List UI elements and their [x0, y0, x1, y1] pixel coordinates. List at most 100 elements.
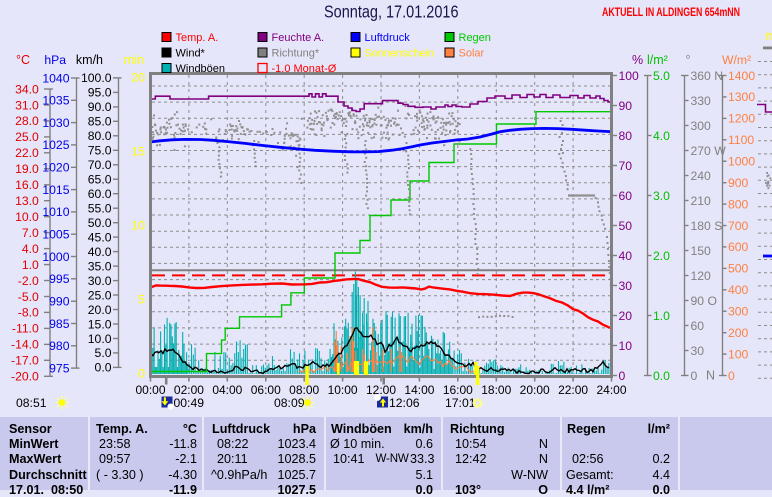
svg-text:1030: 1030 — [42, 116, 69, 130]
svg-text:100.0: 100.0 — [81, 71, 112, 85]
svg-text:150: 150 — [691, 244, 712, 258]
svg-text:200: 200 — [728, 326, 749, 340]
svg-text:Windböen: Windböen — [176, 63, 226, 75]
svg-text:N: N — [706, 369, 715, 383]
svg-text:15.0: 15.0 — [88, 317, 112, 331]
svg-text:1300: 1300 — [728, 90, 755, 104]
svg-text:Feuchte A.: Feuchte A. — [272, 32, 325, 44]
svg-text:06:00: 06:00 — [251, 383, 281, 397]
svg-text:-2.0: -2.0 — [18, 274, 39, 288]
svg-text:10.0: 10.0 — [15, 210, 39, 224]
svg-text:°: ° — [686, 53, 691, 67]
svg-text:-8.0: -8.0 — [18, 306, 39, 320]
svg-text:90: 90 — [619, 99, 633, 113]
svg-text:24:00: 24:00 — [596, 383, 626, 397]
svg-text:08:09: 08:09 — [274, 396, 305, 410]
svg-text:1010: 1010 — [42, 205, 69, 219]
svg-text:-11.0: -11.0 — [12, 322, 39, 336]
svg-text:20.0: 20.0 — [88, 303, 112, 317]
svg-text:13.0: 13.0 — [15, 194, 39, 208]
svg-text:40.0: 40.0 — [88, 245, 112, 259]
svg-text:Luftdruck: Luftdruck — [365, 32, 411, 44]
svg-text:80: 80 — [619, 129, 633, 143]
svg-text:300: 300 — [691, 119, 712, 133]
svg-text:16:00: 16:00 — [443, 383, 473, 397]
svg-text:Temp. A.: Temp. A. — [176, 32, 219, 44]
svg-text:30: 30 — [691, 344, 705, 358]
svg-text:65.0: 65.0 — [88, 173, 112, 187]
svg-text:120: 120 — [691, 269, 712, 283]
svg-text:17:01: 17:01 — [445, 396, 476, 410]
svg-text:Regen: Regen — [459, 32, 491, 44]
svg-text:-5.0: -5.0 — [18, 290, 39, 304]
svg-text:985: 985 — [49, 317, 70, 331]
svg-text:0.0: 0.0 — [95, 361, 112, 375]
svg-text:04:00: 04:00 — [212, 383, 242, 397]
svg-text:-14.0: -14.0 — [11, 338, 39, 352]
svg-text:1100: 1100 — [728, 133, 754, 147]
svg-text:4.0: 4.0 — [653, 129, 670, 143]
svg-text:-20.0: -20.0 — [11, 370, 39, 384]
svg-text:3.0: 3.0 — [653, 189, 670, 203]
svg-text:Sonnenschein: Sonnenschein — [365, 48, 435, 60]
svg-text:70: 70 — [619, 159, 633, 173]
svg-text:90.0: 90.0 — [88, 100, 112, 114]
svg-text:12:00: 12:00 — [366, 383, 396, 397]
svg-text:1035: 1035 — [42, 94, 69, 108]
svg-text:km/h: km/h — [76, 53, 103, 67]
svg-text:5: 5 — [138, 292, 145, 306]
svg-text:1000: 1000 — [728, 155, 755, 169]
svg-text:4.0: 4.0 — [22, 242, 39, 256]
svg-text:0: 0 — [691, 369, 698, 383]
svg-text:45.0: 45.0 — [88, 230, 112, 244]
svg-text:%: % — [632, 53, 643, 67]
svg-text:20: 20 — [131, 70, 145, 84]
svg-text:02:00: 02:00 — [174, 383, 204, 397]
svg-text:W/m²: W/m² — [722, 53, 751, 67]
svg-text:980: 980 — [49, 339, 70, 353]
svg-text:75.0: 75.0 — [88, 144, 112, 158]
svg-text:1000: 1000 — [42, 250, 69, 264]
svg-text:1400: 1400 — [728, 69, 755, 83]
svg-text:0.0: 0.0 — [653, 369, 670, 383]
svg-text:12:06: 12:06 — [389, 396, 420, 410]
svg-text:80.0: 80.0 — [88, 129, 112, 143]
svg-text:30.0: 30.0 — [88, 274, 112, 288]
svg-text:20: 20 — [619, 309, 633, 323]
svg-text:34.0: 34.0 — [15, 82, 39, 96]
svg-text:10: 10 — [619, 339, 633, 353]
svg-text:1025: 1025 — [42, 138, 69, 152]
svg-text:25.0: 25.0 — [88, 288, 112, 302]
svg-text:600: 600 — [728, 240, 749, 254]
svg-text:-17.0: -17.0 — [11, 354, 39, 368]
svg-text:400: 400 — [728, 283, 749, 297]
svg-text:Solar: Solar — [459, 48, 485, 60]
svg-text:1.0: 1.0 — [22, 258, 39, 272]
svg-text:100: 100 — [728, 347, 749, 361]
svg-text:55.0: 55.0 — [88, 201, 112, 215]
svg-text:1.0: 1.0 — [653, 309, 670, 323]
svg-text:2.0: 2.0 — [653, 249, 670, 263]
svg-text:22:00: 22:00 — [558, 383, 588, 397]
svg-text:700: 700 — [728, 219, 749, 233]
svg-text:Sonntag, 17.01.2016: Sonntag, 17.01.2016 — [324, 1, 459, 21]
svg-text:1040: 1040 — [42, 71, 69, 85]
svg-text:28.0: 28.0 — [15, 114, 39, 128]
svg-text:330: 330 — [691, 94, 712, 108]
svg-text:50: 50 — [619, 219, 633, 233]
svg-text:300: 300 — [728, 305, 749, 319]
svg-text:100: 100 — [619, 69, 640, 83]
svg-text:19.0: 19.0 — [15, 162, 39, 176]
svg-text:60: 60 — [619, 189, 633, 203]
svg-text:m: m — [765, 29, 772, 43]
svg-text:240: 240 — [691, 169, 712, 183]
svg-text:20:00: 20:00 — [520, 383, 550, 397]
svg-text:15: 15 — [131, 144, 145, 158]
svg-text:1015: 1015 — [42, 183, 69, 197]
svg-text:85.0: 85.0 — [88, 115, 112, 129]
svg-text:35.0: 35.0 — [88, 259, 112, 273]
svg-text:70.0: 70.0 — [88, 158, 112, 172]
svg-text:10: 10 — [131, 218, 145, 232]
svg-text:08:00: 08:00 — [289, 383, 319, 397]
svg-text:180 S: 180 S — [691, 219, 723, 233]
